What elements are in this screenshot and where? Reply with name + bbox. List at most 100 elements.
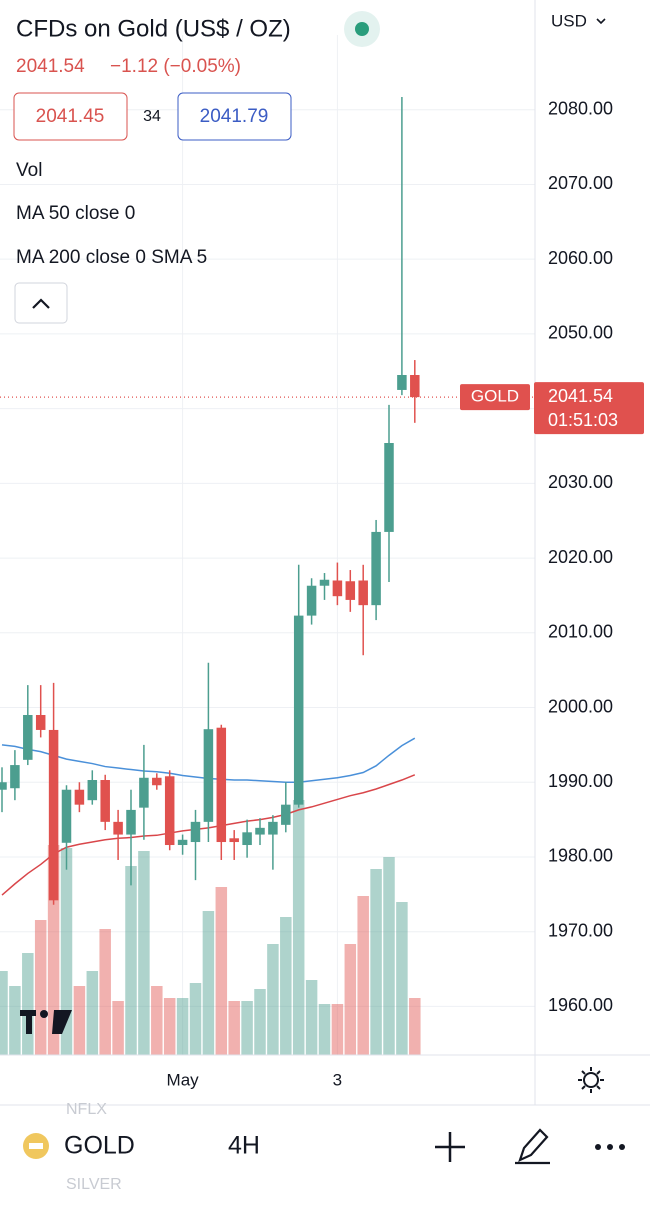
y-tick-label: 1980.00 [548,846,613,866]
bid[interactable]: 2041.45 [36,106,105,127]
candle-body [216,727,227,843]
price-tag-value: 2041.54 [548,386,613,406]
candle-body [255,827,265,835]
interval[interactable]: 4H [228,1132,260,1160]
candle-body [332,580,343,597]
volume-bar [86,971,99,1055]
volume-bar [241,1001,253,1055]
candle-body [242,832,252,846]
plot [0,35,535,1055]
candle-body [203,729,214,822]
candle-body [229,838,239,843]
dropdown-icon [596,18,606,25]
price-tag-countdown: 01:51:03 [548,410,618,430]
volume-bar [357,896,369,1055]
volume-bar [305,980,318,1055]
volume-bar [0,971,8,1055]
volume-bar [99,929,111,1055]
volume-bar [60,848,73,1055]
volume-bar [9,986,21,1055]
candle-body [293,615,304,805]
candle-body [100,780,110,822]
candle-body [139,777,149,808]
volume-bar [254,989,266,1055]
candle-body [35,715,46,730]
candle-body [164,776,175,846]
candle-body [10,765,20,789]
volume-bar [73,986,86,1055]
volume-bar [292,800,305,1055]
symbol-icon-bars [29,1143,43,1149]
toolbar-symbol[interactable]: GOLD [64,1132,135,1160]
candle-body [358,580,368,606]
y-tick-label: 2070.00 [548,173,613,193]
volume-bar [267,944,279,1055]
candle-body [268,821,278,835]
candle-body [113,821,123,835]
volume-bar [331,1004,344,1055]
x-tick-label: 3 [333,1070,342,1089]
currency[interactable]: USD [551,11,587,30]
buy-button[interactable] [177,92,292,141]
candle-body [48,729,59,901]
volume-bar [151,986,163,1055]
volume-bar [176,998,189,1055]
candle-body [371,531,381,606]
change: −1.12 (−0.05%) [110,56,241,77]
candle-body [126,809,136,835]
indicator[interactable]: MA 50 close 0 [16,203,135,224]
y-tick-label: 2060.00 [548,248,613,268]
more-icon[interactable] [595,1144,625,1150]
indicator[interactable]: Vol [16,160,42,181]
indicator[interactable]: MA 200 close 0 SMA 5 [16,247,207,268]
price-tag [534,382,644,435]
symbol-tag [460,384,530,411]
title: CFDs on Gold (US$ / OZ) [16,15,291,42]
watchlist-ghost: NFLX [66,1101,107,1118]
volume-bar [396,902,408,1055]
volume-bar [215,887,228,1055]
watchlist-ghost: SILVER [66,1176,122,1193]
candle-body [23,715,33,760]
tv-logo [20,1010,72,1034]
y-tick-label: 1990.00 [548,771,613,791]
x-tick-label: May [167,1070,200,1089]
y-tick-label: 2020.00 [548,547,613,567]
price-axis: 1960.00 1970.00 1980.00 1990.00 2000.00 2010.… [548,98,613,1015]
volume-bar [125,866,137,1055]
y-tick-label: 2050.00 [548,323,613,343]
settings-icon[interactable] [578,1067,604,1093]
candle-body [190,821,201,843]
draw-icon[interactable] [515,1128,550,1165]
candle-body [74,789,85,805]
volume-bar [22,953,34,1055]
candle-body [177,839,188,846]
volume-bar [138,851,150,1055]
symbol-tag-label: GOLD [471,387,519,406]
candle-body [410,375,420,398]
volume-bar [280,917,292,1055]
volume-bar [383,857,395,1055]
sell-button[interactable] [13,92,128,141]
status-dot [355,22,369,36]
volume-bar [409,998,421,1055]
volume-bar [370,869,382,1055]
volume-bar [189,983,202,1055]
candle-body [319,579,330,586]
candle-body [0,782,7,790]
volume-bar [202,911,215,1055]
collapse-button[interactable] [14,282,68,324]
candle-body [152,777,162,786]
candle-body [61,789,72,843]
volume-bar [47,845,60,1055]
y-tick-label: 1970.00 [548,920,613,940]
add-icon[interactable] [435,1132,465,1162]
volume-bar [228,1001,240,1055]
chevron-up-icon [32,298,50,309]
volume-bar [112,1001,124,1055]
y-tick-label: 1960.00 [548,995,613,1015]
ask[interactable]: 2041.79 [200,106,269,127]
candle-body [397,375,407,390]
